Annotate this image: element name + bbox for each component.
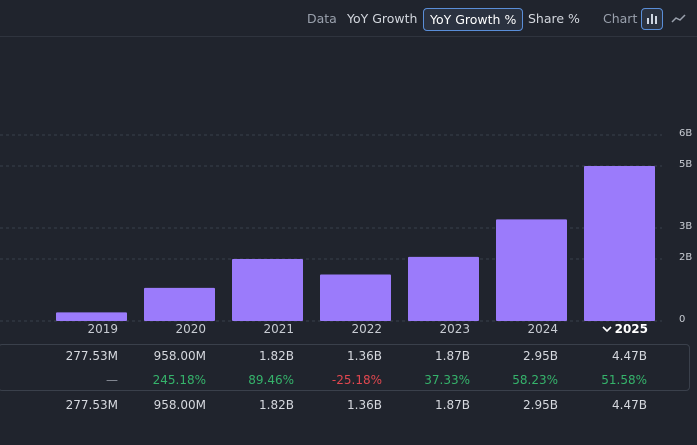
table-row-value: 277.53M 958.00M 1.82B 1.36B 1.87B 2.95B … [0, 349, 697, 369]
bar-2020[interactable] [144, 287, 215, 321]
bar-chart-icon [647, 14, 657, 24]
data-table-box [0, 344, 690, 391]
bar-chart [0, 134, 662, 322]
table-cell: 1.82B [259, 398, 294, 412]
table-cell: 2.95B [523, 349, 558, 363]
table-cell: 51.58% [601, 373, 647, 387]
year-label-2022[interactable]: 2022 [351, 322, 382, 336]
year-label-2025-text: 2025 [614, 322, 648, 336]
y-tick-label: 0 [679, 314, 686, 325]
table-cell: 958.00M [153, 349, 206, 363]
table-cell: 1.87B [435, 398, 470, 412]
x-axis-years: 2019 2020 2021 2022 2023 2024 2025 [0, 322, 697, 342]
bar-2023[interactable] [408, 256, 479, 321]
table-row-yoy-percent: — 245.18% 89.46% -25.18% 37.33% 58.23% 5… [0, 373, 697, 393]
tab-data[interactable]: Data [307, 11, 337, 26]
tab-share-percent[interactable]: Share % [528, 11, 580, 26]
table-cell: 37.33% [424, 373, 470, 387]
y-tick-label: 3B [679, 221, 693, 232]
year-label-2020[interactable]: 2020 [175, 322, 206, 336]
year-label-2023[interactable]: 2023 [439, 322, 470, 336]
table-cell: 277.53M [65, 349, 118, 363]
bar-2025[interactable] [584, 166, 655, 321]
table-cell: 58.23% [512, 373, 558, 387]
y-tick-label: 6B [679, 128, 693, 139]
chevron-down-icon [602, 326, 612, 333]
year-label-2025[interactable]: 2025 [578, 322, 648, 336]
line-chart-icon [671, 14, 686, 23]
y-tick-label: 2B [679, 252, 693, 263]
bar-2019[interactable] [56, 312, 127, 321]
bar-2021[interactable] [232, 259, 303, 321]
year-label-2024[interactable]: 2024 [527, 322, 558, 336]
y-tick-label: 5B [679, 159, 693, 170]
table-cell: 958.00M [153, 398, 206, 412]
bar-2024[interactable] [496, 219, 567, 321]
year-label-2019[interactable]: 2019 [87, 322, 118, 336]
table-cell: -25.18% [331, 373, 382, 387]
table-cell: 1.87B [435, 349, 470, 363]
bar-chart-button[interactable] [641, 8, 663, 30]
table-cell: 4.47B [612, 398, 647, 412]
table-cell: 1.82B [259, 349, 294, 363]
table-cell: 2.95B [523, 398, 558, 412]
table-cell: 4.47B [612, 349, 647, 363]
table-cell: 1.36B [347, 349, 382, 363]
view-toolbar: Data YoY Growth YoY Growth % Share % Cha… [0, 0, 697, 37]
tab-yoy-growth-percent[interactable]: YoY Growth % [423, 8, 524, 31]
tab-yoy-growth[interactable]: YoY Growth [347, 11, 418, 26]
line-chart-button[interactable] [668, 8, 690, 30]
table-cell: — [106, 373, 118, 387]
year-label-2021[interactable]: 2021 [263, 322, 294, 336]
table-row-total: 277.53M 958.00M 1.82B 1.36B 1.87B 2.95B … [0, 398, 697, 418]
table-cell: 245.18% [152, 373, 206, 387]
chart-label: Chart [603, 11, 638, 26]
bar-2022[interactable] [320, 274, 391, 322]
table-cell: 89.46% [248, 373, 294, 387]
table-cell: 277.53M [65, 398, 118, 412]
table-cell: 1.36B [347, 398, 382, 412]
